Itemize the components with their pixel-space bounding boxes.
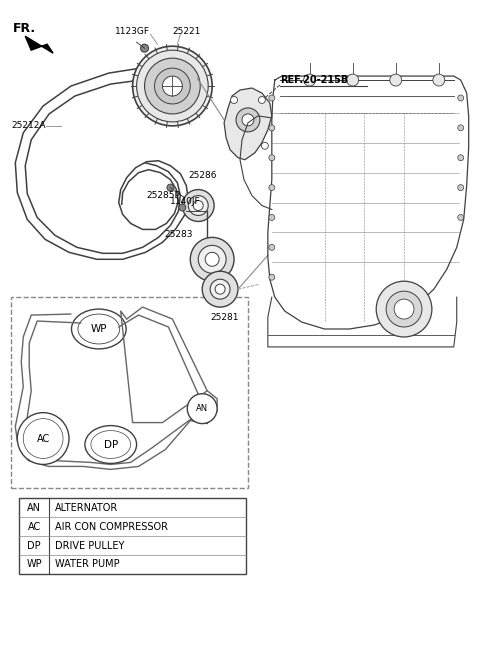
Text: 1123GF: 1123GF [115,27,150,35]
Text: 25286: 25286 [188,171,217,180]
Circle shape [458,95,464,101]
Text: DP: DP [27,541,41,551]
Circle shape [262,143,268,149]
Circle shape [182,190,214,221]
Circle shape [386,291,422,327]
Circle shape [394,299,414,319]
Text: WP: WP [26,560,42,570]
Polygon shape [224,88,272,160]
Circle shape [458,185,464,191]
Text: FR.: FR. [13,22,36,35]
Circle shape [269,95,275,101]
Circle shape [193,200,203,210]
Circle shape [144,58,200,114]
Text: AIR CON COMPRESSOR: AIR CON COMPRESSOR [55,522,168,532]
Polygon shape [25,36,53,53]
Circle shape [187,394,217,424]
Circle shape [390,74,402,86]
Text: DRIVE PULLEY: DRIVE PULLEY [55,541,124,551]
Bar [19,498,246,574]
Ellipse shape [72,309,126,349]
Text: 1140JF: 1140JF [170,197,201,206]
Circle shape [269,274,275,280]
Bar [12,297,248,488]
Circle shape [258,97,265,103]
Circle shape [198,245,226,273]
Circle shape [137,50,208,122]
Circle shape [269,214,275,221]
Circle shape [210,279,230,299]
Circle shape [458,214,464,221]
Circle shape [23,419,63,459]
Ellipse shape [85,426,137,463]
Circle shape [347,74,359,86]
Circle shape [236,108,260,132]
Text: WP: WP [91,324,107,334]
Text: AC: AC [27,522,41,532]
Circle shape [269,244,275,250]
Circle shape [215,284,225,294]
Circle shape [202,271,238,307]
Circle shape [433,74,445,86]
Circle shape [269,125,275,131]
Circle shape [458,125,464,131]
Text: 25283: 25283 [165,230,193,239]
Ellipse shape [91,430,131,459]
Text: 25281: 25281 [210,313,239,321]
Circle shape [230,97,238,103]
Circle shape [179,204,186,211]
Circle shape [188,196,208,215]
Text: WATER PUMP: WATER PUMP [55,560,120,570]
Text: DP: DP [104,440,118,449]
Text: AC: AC [36,434,50,443]
Circle shape [269,155,275,161]
Circle shape [162,76,182,96]
Circle shape [167,184,174,191]
Ellipse shape [78,314,120,344]
Circle shape [141,44,148,52]
Circle shape [458,155,464,161]
Circle shape [242,114,254,126]
Text: 25212A: 25212A [12,122,46,130]
Circle shape [132,46,212,126]
Text: ALTERNATOR: ALTERNATOR [55,503,119,512]
Text: AN: AN [196,404,208,413]
Text: 25221: 25221 [172,27,201,35]
Circle shape [205,252,219,266]
Text: REF.20-215B: REF.20-215B [280,75,348,85]
Circle shape [269,185,275,191]
Circle shape [190,237,234,281]
Circle shape [304,74,315,86]
Text: 25285P: 25285P [146,191,180,200]
Circle shape [376,281,432,337]
Circle shape [17,413,69,464]
Circle shape [155,68,190,104]
Text: AN: AN [27,503,41,512]
